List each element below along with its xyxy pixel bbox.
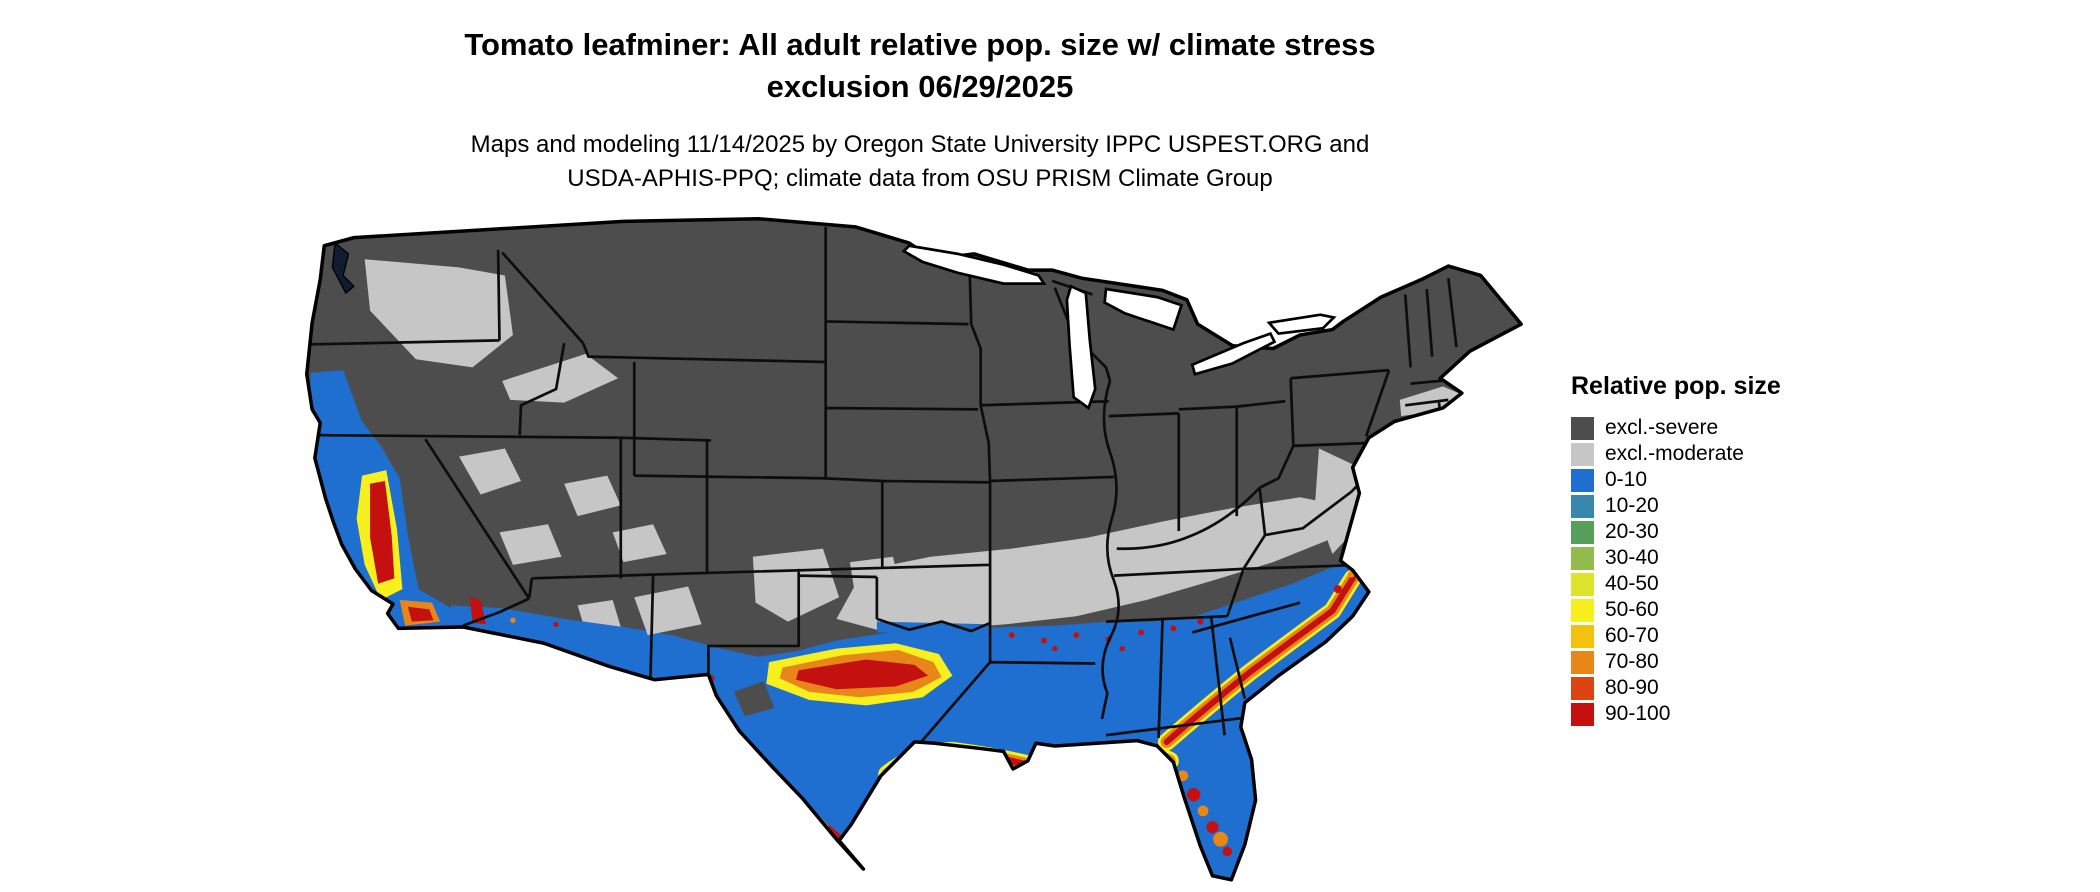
attribution-line1: Maps and modeling 11/14/2025 by Oregon S… xyxy=(470,131,1370,158)
legend-label: 50-60 xyxy=(1605,598,1659,621)
legend-swatch-50-60 xyxy=(1571,598,1594,622)
region-excl-pockets xyxy=(607,564,775,717)
lake-huron-shape xyxy=(1103,287,1184,332)
lake-ontario-shape xyxy=(1266,313,1337,336)
legend-label: 40-50 xyxy=(1605,572,1659,595)
us-distribution-map xyxy=(300,216,1540,892)
legend-item: 50-60 xyxy=(1571,597,1871,623)
legend-swatch-40-50 xyxy=(1571,572,1594,596)
legend-item: 10-20 xyxy=(1571,493,1871,519)
legend-swatch-30-40 xyxy=(1571,546,1594,570)
attribution-line2: USDA-APHIS-PPQ; climate data from OSU PR… xyxy=(567,165,1273,192)
legend-item: 70-80 xyxy=(1571,649,1871,675)
legend-item: 20-30 xyxy=(1571,519,1871,545)
legend-title: Relative pop. size xyxy=(1571,372,1781,400)
legend-label: 30-40 xyxy=(1605,546,1659,569)
legend-label: 70-80 xyxy=(1605,650,1659,673)
lake-erie-shape xyxy=(1190,331,1277,376)
legend-label: 80-90 xyxy=(1605,676,1659,699)
legend-item: 60-70 xyxy=(1571,623,1871,649)
legend-swatch-excl-severe xyxy=(1571,416,1594,440)
legend-label: 20-30 xyxy=(1605,520,1659,543)
legend-item: excl.-moderate xyxy=(1571,441,1871,467)
legend-swatch-90-100 xyxy=(1571,702,1594,726)
legend-label: excl.-moderate xyxy=(1605,442,1744,465)
legend-label: 60-70 xyxy=(1605,624,1659,647)
legend-label: excl.-severe xyxy=(1605,416,1719,439)
us-map-svg xyxy=(304,216,1523,882)
hotspot-florida xyxy=(1177,770,1233,857)
legend-swatch-60-70 xyxy=(1571,624,1594,648)
hotspot-southeast-coastal-plain xyxy=(1157,569,1362,751)
legend-item: 30-40 xyxy=(1571,545,1871,571)
legend-item: 40-50 xyxy=(1571,571,1871,597)
legend-item: excl.-severe xyxy=(1571,415,1871,441)
legend-swatch-10-20 xyxy=(1571,494,1594,518)
legend-label: 10-20 xyxy=(1605,494,1659,517)
legend-swatch-70-80 xyxy=(1571,650,1594,674)
page-title-line1: Tomato leafminer: All adult relative pop… xyxy=(464,27,1376,62)
great-lakes xyxy=(901,244,1337,411)
lake-superior-shape xyxy=(901,244,1047,285)
puget-sound-shape xyxy=(331,241,355,295)
legend-swatch-excl-moderate xyxy=(1571,442,1594,466)
legend-item: 0-10 xyxy=(1571,467,1871,493)
attribution: Maps and modeling 11/14/2025 by Oregon S… xyxy=(0,128,1840,196)
state-borders xyxy=(306,226,1468,745)
lake-michigan-shape xyxy=(1065,284,1097,411)
legend-item: 80-90 xyxy=(1571,675,1871,701)
legend-label: 0-10 xyxy=(1605,468,1648,491)
map-legend: Relative pop. size excl.-severe excl.-mo… xyxy=(1571,372,1871,727)
legend-swatch-20-30 xyxy=(1571,520,1594,544)
page-title-line2: exclusion 06/29/2025 xyxy=(766,69,1074,104)
legend-swatch-0-10 xyxy=(1571,468,1594,492)
legend-item: 90-100 xyxy=(1571,701,1871,727)
hotspot-central-texas xyxy=(766,643,953,706)
map-header: Tomato leafminer: All adult relative pop… xyxy=(0,24,1840,196)
hotspot-california-valley xyxy=(356,470,486,626)
legend-label: 90-100 xyxy=(1605,702,1671,725)
legend-swatch-80-90 xyxy=(1571,676,1594,700)
